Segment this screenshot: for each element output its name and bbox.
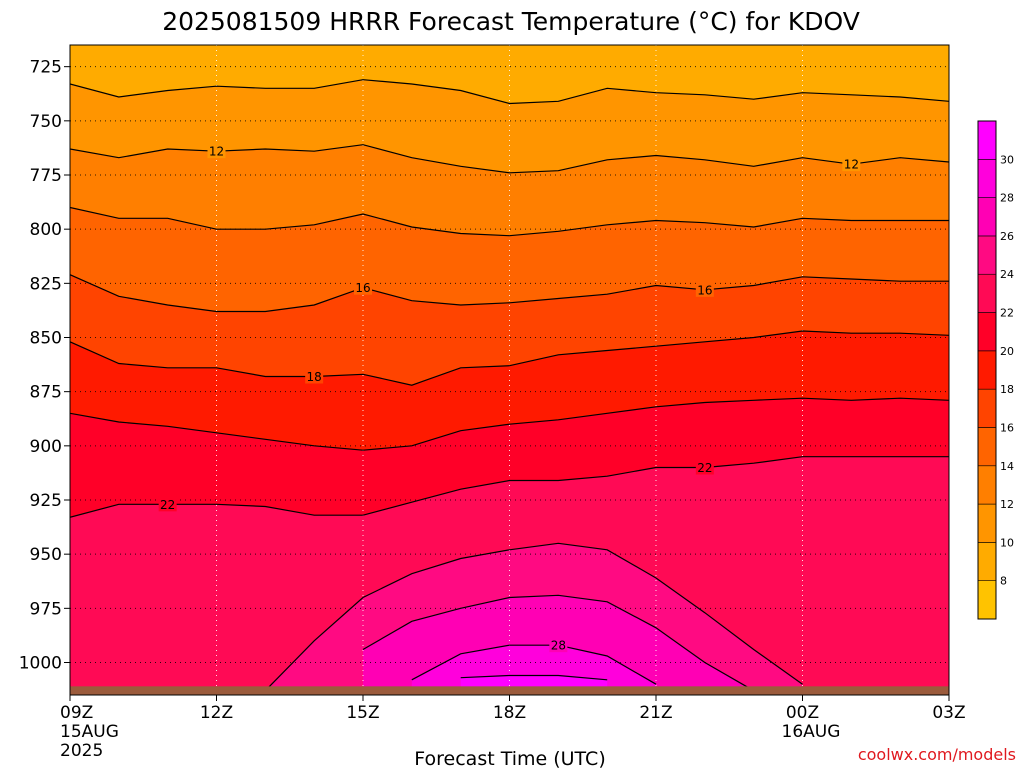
x-tick-label: 03Z bbox=[932, 703, 965, 723]
isotherm-30 bbox=[460, 674, 608, 681]
grid-layer bbox=[70, 45, 949, 695]
colorbar-frame bbox=[977, 120, 997, 620]
contour-label-bg bbox=[354, 279, 372, 295]
colorbar-label: 22 bbox=[1000, 307, 1014, 320]
contour-label: 22 bbox=[160, 498, 175, 512]
y-tick-label: 975 bbox=[30, 599, 62, 619]
y-tick-label: 775 bbox=[30, 166, 62, 186]
colorbar-label: 30 bbox=[1000, 153, 1014, 166]
colorbar-swatch bbox=[977, 120, 997, 160]
isotherm-22 bbox=[70, 456, 949, 518]
isotherm-10 bbox=[70, 79, 949, 105]
colorbar-swatch bbox=[977, 235, 997, 275]
credit-text: coolwx.com/models bbox=[858, 745, 1016, 764]
colorbar-swatch bbox=[977, 542, 997, 581]
x-tick-label: 21Z bbox=[639, 703, 672, 723]
y-tick-label: 725 bbox=[30, 58, 62, 78]
colorbar-swatch bbox=[977, 273, 997, 313]
y-tick-label: 900 bbox=[30, 437, 62, 457]
contour-label-bg bbox=[158, 496, 177, 512]
isotherm-26 bbox=[362, 594, 754, 692]
colorbar-swatch bbox=[977, 159, 997, 198]
y-tick-label: 1000 bbox=[19, 654, 62, 674]
colorbar-label: 20 bbox=[1000, 345, 1014, 358]
isotherm-24 bbox=[264, 542, 803, 692]
colorbar-swatch bbox=[977, 388, 997, 428]
contour-label: 16 bbox=[355, 281, 370, 295]
x-tick-label: 09Z bbox=[60, 703, 93, 723]
x-tick-sublabel: 16AUG bbox=[782, 722, 841, 742]
contour-label-bg bbox=[207, 143, 226, 159]
x-axis-label: Forecast Time (UTC) bbox=[414, 748, 605, 768]
colorbar-label: 8 bbox=[1000, 575, 1007, 588]
colorbar-swatch bbox=[977, 350, 997, 390]
y-tick-label: 800 bbox=[30, 220, 62, 240]
y-tick-label: 850 bbox=[30, 329, 62, 349]
colorbar-label: 14 bbox=[1000, 460, 1014, 473]
colorbar-swatch bbox=[977, 465, 997, 505]
x-tick-sublabel: 15AUG bbox=[60, 722, 119, 742]
x-tick-label: 12Z bbox=[200, 703, 233, 723]
y-tick-label: 825 bbox=[30, 274, 62, 294]
colorbar-label: 10 bbox=[1000, 536, 1014, 549]
colorbar-swatch bbox=[977, 503, 997, 543]
contour-label-bg bbox=[549, 637, 568, 653]
contour-label-bg bbox=[695, 281, 714, 297]
x-tick-label: 00Z bbox=[786, 703, 819, 723]
y-tick-label: 950 bbox=[30, 545, 62, 565]
y-tick-label: 875 bbox=[30, 383, 62, 403]
isotherm-16 bbox=[70, 274, 949, 313]
contour-label-bg bbox=[695, 459, 714, 475]
contour-label-bg bbox=[842, 156, 861, 172]
colorbar-label: 24 bbox=[1000, 268, 1014, 281]
surface-ground bbox=[70, 686, 949, 695]
isotherm-20 bbox=[70, 397, 949, 451]
colorbar-swatch bbox=[977, 427, 997, 467]
contour-label: 12 bbox=[844, 158, 859, 172]
x-tick-sublabel: 2025 bbox=[60, 741, 103, 761]
colorbar-label: 16 bbox=[1000, 421, 1014, 434]
contour-label: 18 bbox=[307, 370, 322, 384]
isotherm-layer bbox=[70, 79, 949, 695]
contour-label: 22 bbox=[697, 461, 712, 475]
y-tick-label: 750 bbox=[30, 112, 62, 132]
colorbar-label: 26 bbox=[1000, 230, 1014, 243]
y-axis: 725 750 775 800 825 850 875 900 925 950 975 1000 bbox=[19, 58, 70, 674]
contour-label: 16 bbox=[697, 283, 712, 297]
colorbar-legend: 8 10 12 14 16 18 20 22 24 26 28 30 bbox=[977, 120, 1014, 620]
contour-label: 12 bbox=[209, 145, 224, 159]
colorbar-swatch bbox=[977, 197, 997, 237]
colorbar-swatch bbox=[977, 312, 997, 352]
x-tick-label: 18Z bbox=[493, 703, 526, 723]
colorbar-label: 18 bbox=[1000, 383, 1014, 396]
contour-label-bg bbox=[305, 368, 324, 384]
isotherm-28 bbox=[411, 644, 657, 685]
colorbar-label: 28 bbox=[1000, 192, 1014, 205]
colorbar-label: 12 bbox=[1000, 498, 1014, 511]
contour-label: 28 bbox=[551, 639, 566, 653]
y-tick-label: 925 bbox=[30, 491, 62, 511]
colorbar-swatch bbox=[977, 580, 997, 620]
temperature-fill-layer bbox=[70, 45, 949, 695]
contour-label-layer: 12 12 16 16 18 22 22 28 bbox=[158, 143, 861, 653]
isotherm-14 bbox=[70, 206, 949, 237]
x-tick-label: 15Z bbox=[346, 703, 379, 723]
isotherm-18 bbox=[70, 330, 949, 386]
chart-title: 2025081509 HRRR Forecast Temperature (°C… bbox=[162, 7, 860, 36]
